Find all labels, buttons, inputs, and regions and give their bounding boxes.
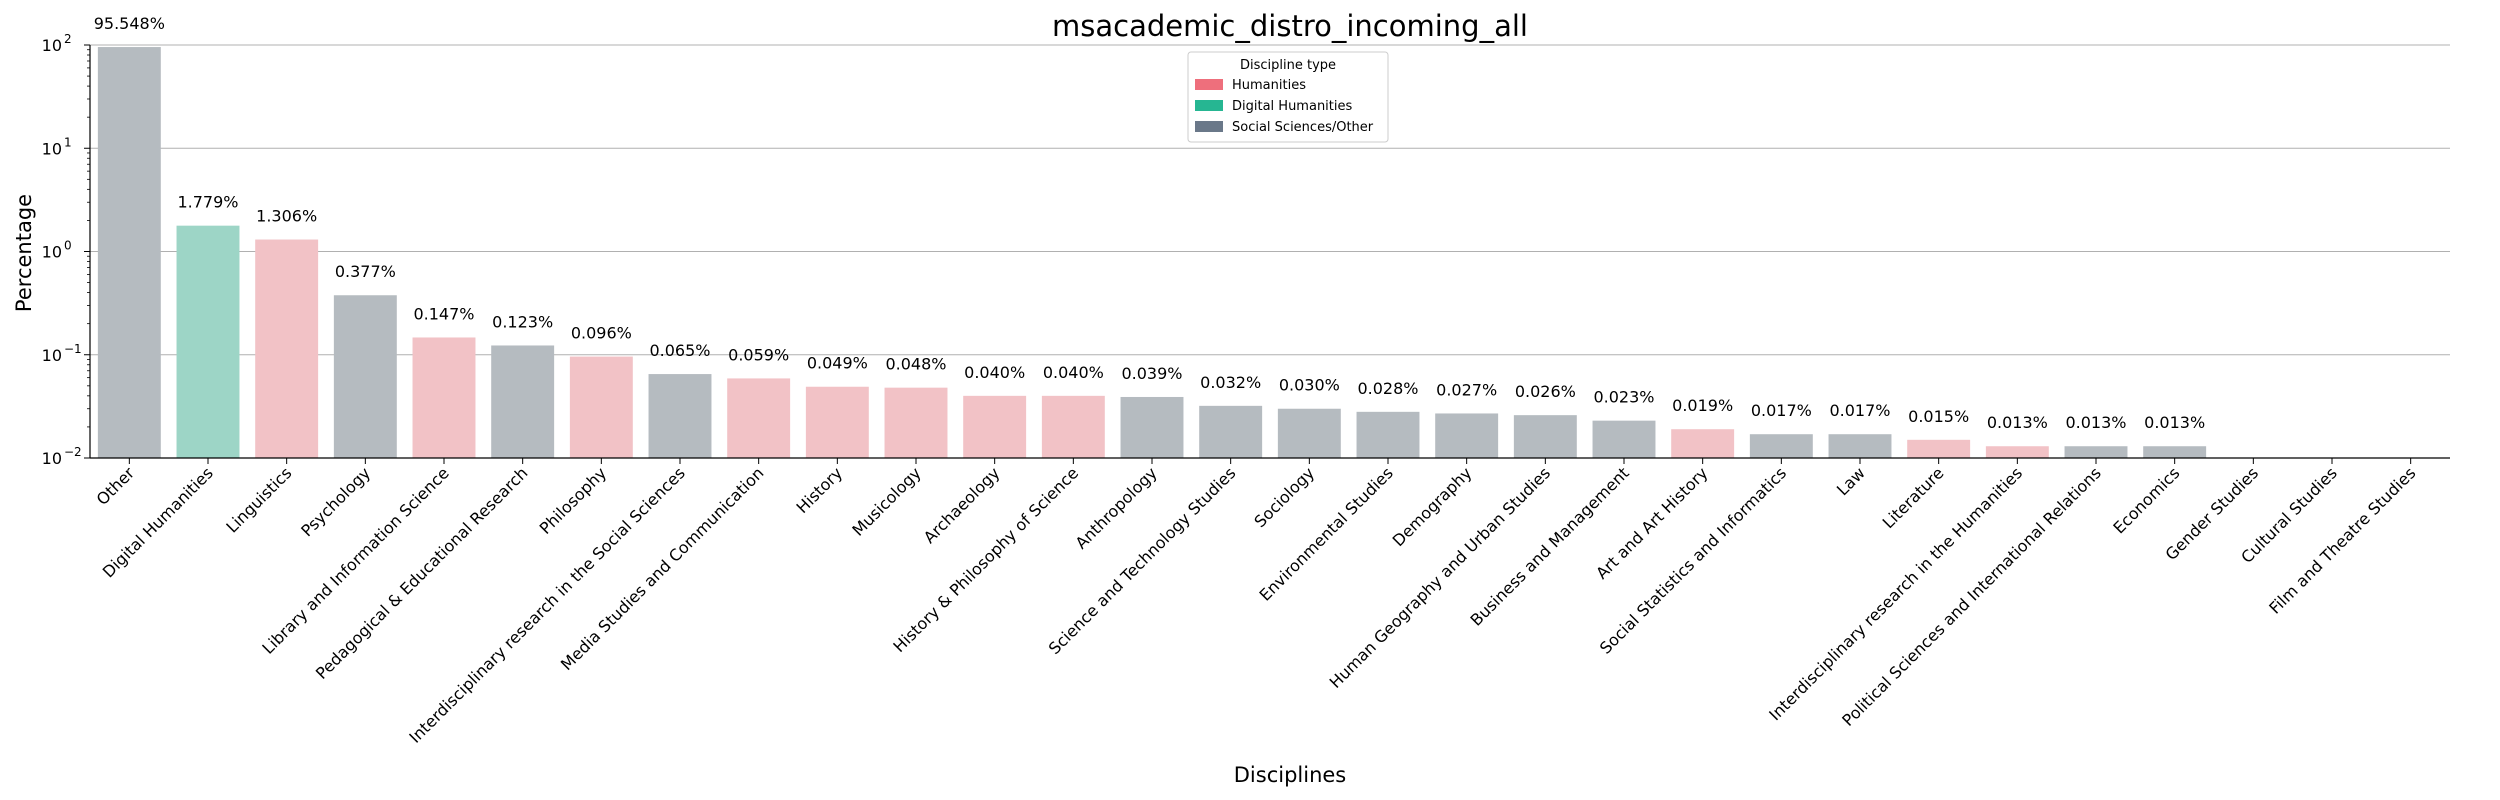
bar-value-label: 0.013%: [2144, 413, 2205, 432]
legend-swatch: [1195, 121, 1223, 132]
bar: [1041, 395, 1105, 458]
bar-value-label: 0.013%: [1987, 413, 2048, 432]
y-tick-exponent: 1: [64, 135, 72, 149]
x-tick-label: Law: [1833, 463, 1869, 499]
bar-value-label: 0.013%: [2065, 413, 2126, 432]
bar: [727, 378, 791, 458]
bar-value-label: 0.059%: [728, 345, 789, 364]
x-tick-label: Environmental Studies: [1256, 463, 1397, 604]
x-tick-label: Psychology: [297, 463, 374, 540]
x-tick-label: Film and Theatre Studies: [2265, 463, 2419, 617]
bar-value-label: 0.030%: [1279, 376, 1340, 395]
bar: [884, 387, 948, 458]
y-tick-label: 10: [42, 449, 62, 468]
bar: [963, 395, 1027, 458]
bar: [1199, 405, 1263, 458]
x-tick-label: Literature: [1879, 463, 1948, 532]
bar-value-label: 0.040%: [964, 363, 1025, 382]
bar-value-label: 1.779%: [177, 193, 238, 212]
y-tick-label: 10: [42, 36, 62, 55]
bar-value-label: 0.017%: [1751, 401, 1812, 420]
bar-value-label: 0.377%: [335, 262, 396, 281]
y-tick-exponent: −2: [64, 445, 82, 459]
bar-value-label: 0.147%: [413, 304, 474, 323]
bar: [1356, 411, 1420, 458]
x-tick-label: Philosophy: [536, 463, 611, 538]
legend-swatch: [1195, 100, 1223, 111]
bar: [1277, 408, 1341, 458]
bar: [1985, 446, 2049, 458]
legend-entries: Humanities Digital Humanities Social Scien…: [1195, 78, 1374, 135]
bar: [255, 239, 319, 458]
bar: [97, 47, 161, 459]
bar-value-label: 0.040%: [1043, 363, 1104, 382]
bar-value-label: 0.027%: [1436, 380, 1497, 399]
y-axis-label: Percentage: [12, 194, 36, 312]
x-tick-label: History: [792, 463, 846, 517]
bar-value-label: 0.123%: [492, 312, 553, 331]
bar-value-label: 0.015%: [1908, 407, 1969, 426]
legend: Discipline type Humanities Digital Humani…: [1187, 51, 1389, 143]
bar-value-label: 0.049%: [807, 354, 868, 373]
x-tick-label: Business and Management: [1466, 463, 1632, 629]
x-tick-label: Sociology: [1250, 463, 1318, 531]
bar-value-label: 0.039%: [1121, 364, 1182, 383]
bar: [333, 295, 397, 458]
bar-value-label: 0.096%: [571, 324, 632, 343]
chart-title: msacademic_distro_incoming_all: [1052, 9, 1528, 43]
bar-value-label: 0.065%: [649, 341, 710, 360]
legend-title: Discipline type: [1240, 58, 1336, 73]
y-tick-exponent: 0: [64, 239, 72, 253]
bar: [1120, 396, 1184, 458]
legend-swatch: [1195, 79, 1223, 90]
x-axis-label: Disciplines: [1234, 763, 1347, 787]
bar: [1671, 429, 1735, 458]
bar: [648, 374, 712, 458]
bar: [1513, 415, 1577, 458]
bar-value-label: 0.032%: [1200, 373, 1261, 392]
x-tick-label: Demography: [1389, 463, 1476, 550]
legend-entry-label: Social Sciences/Other: [1232, 120, 1374, 135]
bar: [2143, 446, 2207, 458]
y-tick-label: 10: [42, 346, 62, 365]
bar: [1749, 434, 1813, 458]
bar: [569, 356, 633, 458]
bar-value-label: 0.023%: [1593, 388, 1654, 407]
bar-value-label: 1.306%: [256, 207, 317, 226]
bar: [1592, 420, 1656, 458]
legend-box: [1187, 51, 1389, 143]
x-tick-label: Anthropology: [1072, 463, 1161, 552]
bar: [491, 345, 555, 458]
legend-entry-label: Humanities: [1232, 78, 1306, 93]
bar: [805, 386, 869, 458]
bar-value-label: 95.548%: [94, 14, 165, 33]
x-tick-label: Other: [93, 463, 139, 509]
bar-value-label: 0.048%: [885, 355, 946, 374]
legend-entry-label: Digital Humanities: [1232, 99, 1352, 114]
bar: [176, 225, 240, 458]
y-tick-exponent: 2: [64, 32, 72, 46]
y-tick-label: 10: [42, 139, 62, 158]
x-tick-label: Musicology: [848, 463, 924, 539]
y-tick-exponent: −1: [64, 342, 82, 356]
y-tick-label: 10: [42, 243, 62, 262]
x-tick-label: Interdisciplinary research in the Social…: [405, 463, 688, 746]
bars: 95.548% 1.779% 1.306% 0.377% 0.147% 0.123% 0.0…: [94, 14, 2207, 459]
bar: [412, 337, 476, 458]
x-tick-label: Linguistics: [222, 463, 295, 536]
bar-value-label: 0.028%: [1357, 379, 1418, 398]
bar: [1828, 434, 1892, 458]
bar: [1907, 439, 1971, 458]
x-tick-label: Economics: [2109, 463, 2183, 537]
bar-value-label: 0.026%: [1515, 382, 1576, 401]
bar: [2064, 446, 2128, 458]
bar-value-label: 0.019%: [1672, 396, 1733, 415]
bar-value-label: 0.017%: [1829, 401, 1890, 420]
bar: [1435, 413, 1499, 458]
x-tick-label: Archaeology: [920, 463, 1004, 547]
